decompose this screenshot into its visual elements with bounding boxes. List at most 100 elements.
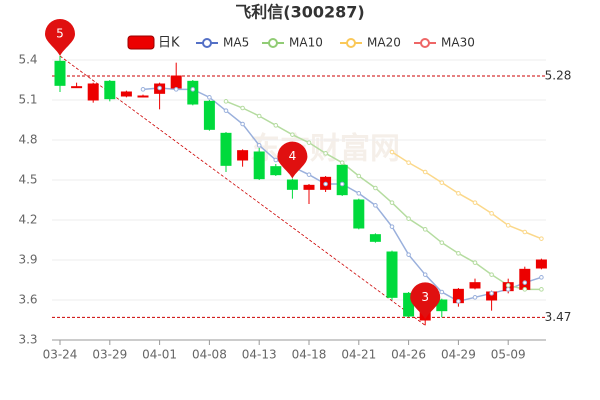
ma-point xyxy=(422,169,428,175)
ma-point xyxy=(505,283,511,288)
ma-point xyxy=(373,185,378,191)
ma-point xyxy=(306,140,312,145)
legend-label: MA10 xyxy=(289,36,323,50)
y-tick-label: 4.8 xyxy=(18,133,37,147)
legend-icon xyxy=(202,38,212,48)
ma-point xyxy=(406,160,411,165)
ma-point xyxy=(207,95,212,100)
y-tick-label: 3.9 xyxy=(18,253,37,267)
ma-point xyxy=(256,113,262,119)
candle-body xyxy=(353,199,365,229)
ma-point xyxy=(422,227,428,232)
y-tick-label: 4.2 xyxy=(18,213,37,227)
ma-point xyxy=(522,287,528,292)
x-tick-label: 04-29 xyxy=(441,348,476,362)
ma-point xyxy=(456,191,461,196)
candle-body xyxy=(170,75,182,89)
x-tick-label: 04-13 xyxy=(242,348,277,362)
ma-point xyxy=(406,252,411,257)
x-tick-label: 03-24 xyxy=(43,348,78,362)
ma-line xyxy=(391,151,542,240)
ma-point xyxy=(406,216,411,221)
ma-point xyxy=(472,200,478,205)
ma-point xyxy=(223,99,229,104)
candle-body xyxy=(220,132,232,166)
ma-point xyxy=(439,289,445,295)
candle-body xyxy=(54,60,66,86)
legend: 日K MA5 MA10 MA20 MA30 xyxy=(127,35,475,51)
ma-point xyxy=(240,121,245,127)
legend-icon xyxy=(346,38,356,48)
candle-body xyxy=(253,151,265,180)
candle-body xyxy=(187,80,199,105)
ma-point xyxy=(240,105,245,111)
ma-point xyxy=(323,151,328,156)
ma-point xyxy=(273,123,279,128)
candle-body xyxy=(203,100,215,130)
annotation-label: 3 xyxy=(421,290,429,304)
ma-point xyxy=(522,229,528,235)
watermark: 东方财富网 xyxy=(250,132,400,167)
ma-point xyxy=(439,180,445,185)
ma-point xyxy=(489,291,494,296)
ma-point xyxy=(539,275,544,280)
legend-label: 日K xyxy=(158,36,180,51)
y-tick-label: 4.5 xyxy=(18,173,37,187)
candle-body xyxy=(87,83,99,101)
ma-point xyxy=(456,251,461,256)
candle-body xyxy=(137,95,149,98)
annotation-label: 4 xyxy=(289,149,297,163)
ma-point xyxy=(173,87,179,92)
ma-point xyxy=(339,181,345,187)
ma-point xyxy=(422,272,428,277)
y-tick-label: 3.6 xyxy=(18,293,37,307)
annotation-label: 5 xyxy=(56,27,64,41)
ma-line xyxy=(225,100,542,291)
ma-point xyxy=(472,260,478,265)
legend-icon xyxy=(420,38,430,48)
legend-icon xyxy=(268,38,278,48)
x-tick-label: 05-09 xyxy=(491,348,526,362)
ma-point xyxy=(522,280,528,285)
y-tick-label: 5.1 xyxy=(18,93,37,107)
candle-body xyxy=(104,80,116,100)
x-tick-label: 04-21 xyxy=(341,348,376,362)
candle-body xyxy=(120,91,132,97)
ma-point xyxy=(389,149,395,155)
candle-body xyxy=(237,150,249,161)
ma-point xyxy=(339,160,345,165)
candle-body xyxy=(336,164,348,196)
ma-point xyxy=(389,224,395,229)
x-tick-label: 04-01 xyxy=(142,348,177,362)
candle-body xyxy=(303,184,315,190)
reference-label: 3.47 xyxy=(545,310,572,324)
ma-point xyxy=(273,157,279,163)
candle-body xyxy=(469,282,481,289)
ma-point xyxy=(140,87,146,92)
candle-body xyxy=(286,179,298,190)
candle-body xyxy=(519,268,531,290)
ma-point xyxy=(356,173,362,179)
reference-label: 5.28 xyxy=(545,69,572,83)
ma-point xyxy=(439,240,445,245)
chart-title: 飞利信(300287) xyxy=(235,3,364,22)
ma-point xyxy=(256,143,262,148)
y-tick-label: 5.4 xyxy=(18,53,37,67)
legend-label: MA5 xyxy=(223,36,249,50)
ma-point xyxy=(306,172,312,177)
legend-label: MA30 xyxy=(441,36,475,50)
candle-body xyxy=(386,251,398,298)
annotation-pin xyxy=(410,282,441,320)
trend-line xyxy=(59,55,426,326)
ma-point xyxy=(157,85,162,91)
annotation-pin xyxy=(45,19,75,56)
ma-point xyxy=(489,211,494,216)
candle-body xyxy=(535,259,547,269)
candle-body xyxy=(369,234,381,242)
x-tick-label: 03-29 xyxy=(92,348,127,362)
x-tick-label: 04-08 xyxy=(192,348,227,362)
ma-point xyxy=(456,299,461,304)
x-tick-label: 04-26 xyxy=(391,348,426,362)
candle-body xyxy=(270,166,282,176)
